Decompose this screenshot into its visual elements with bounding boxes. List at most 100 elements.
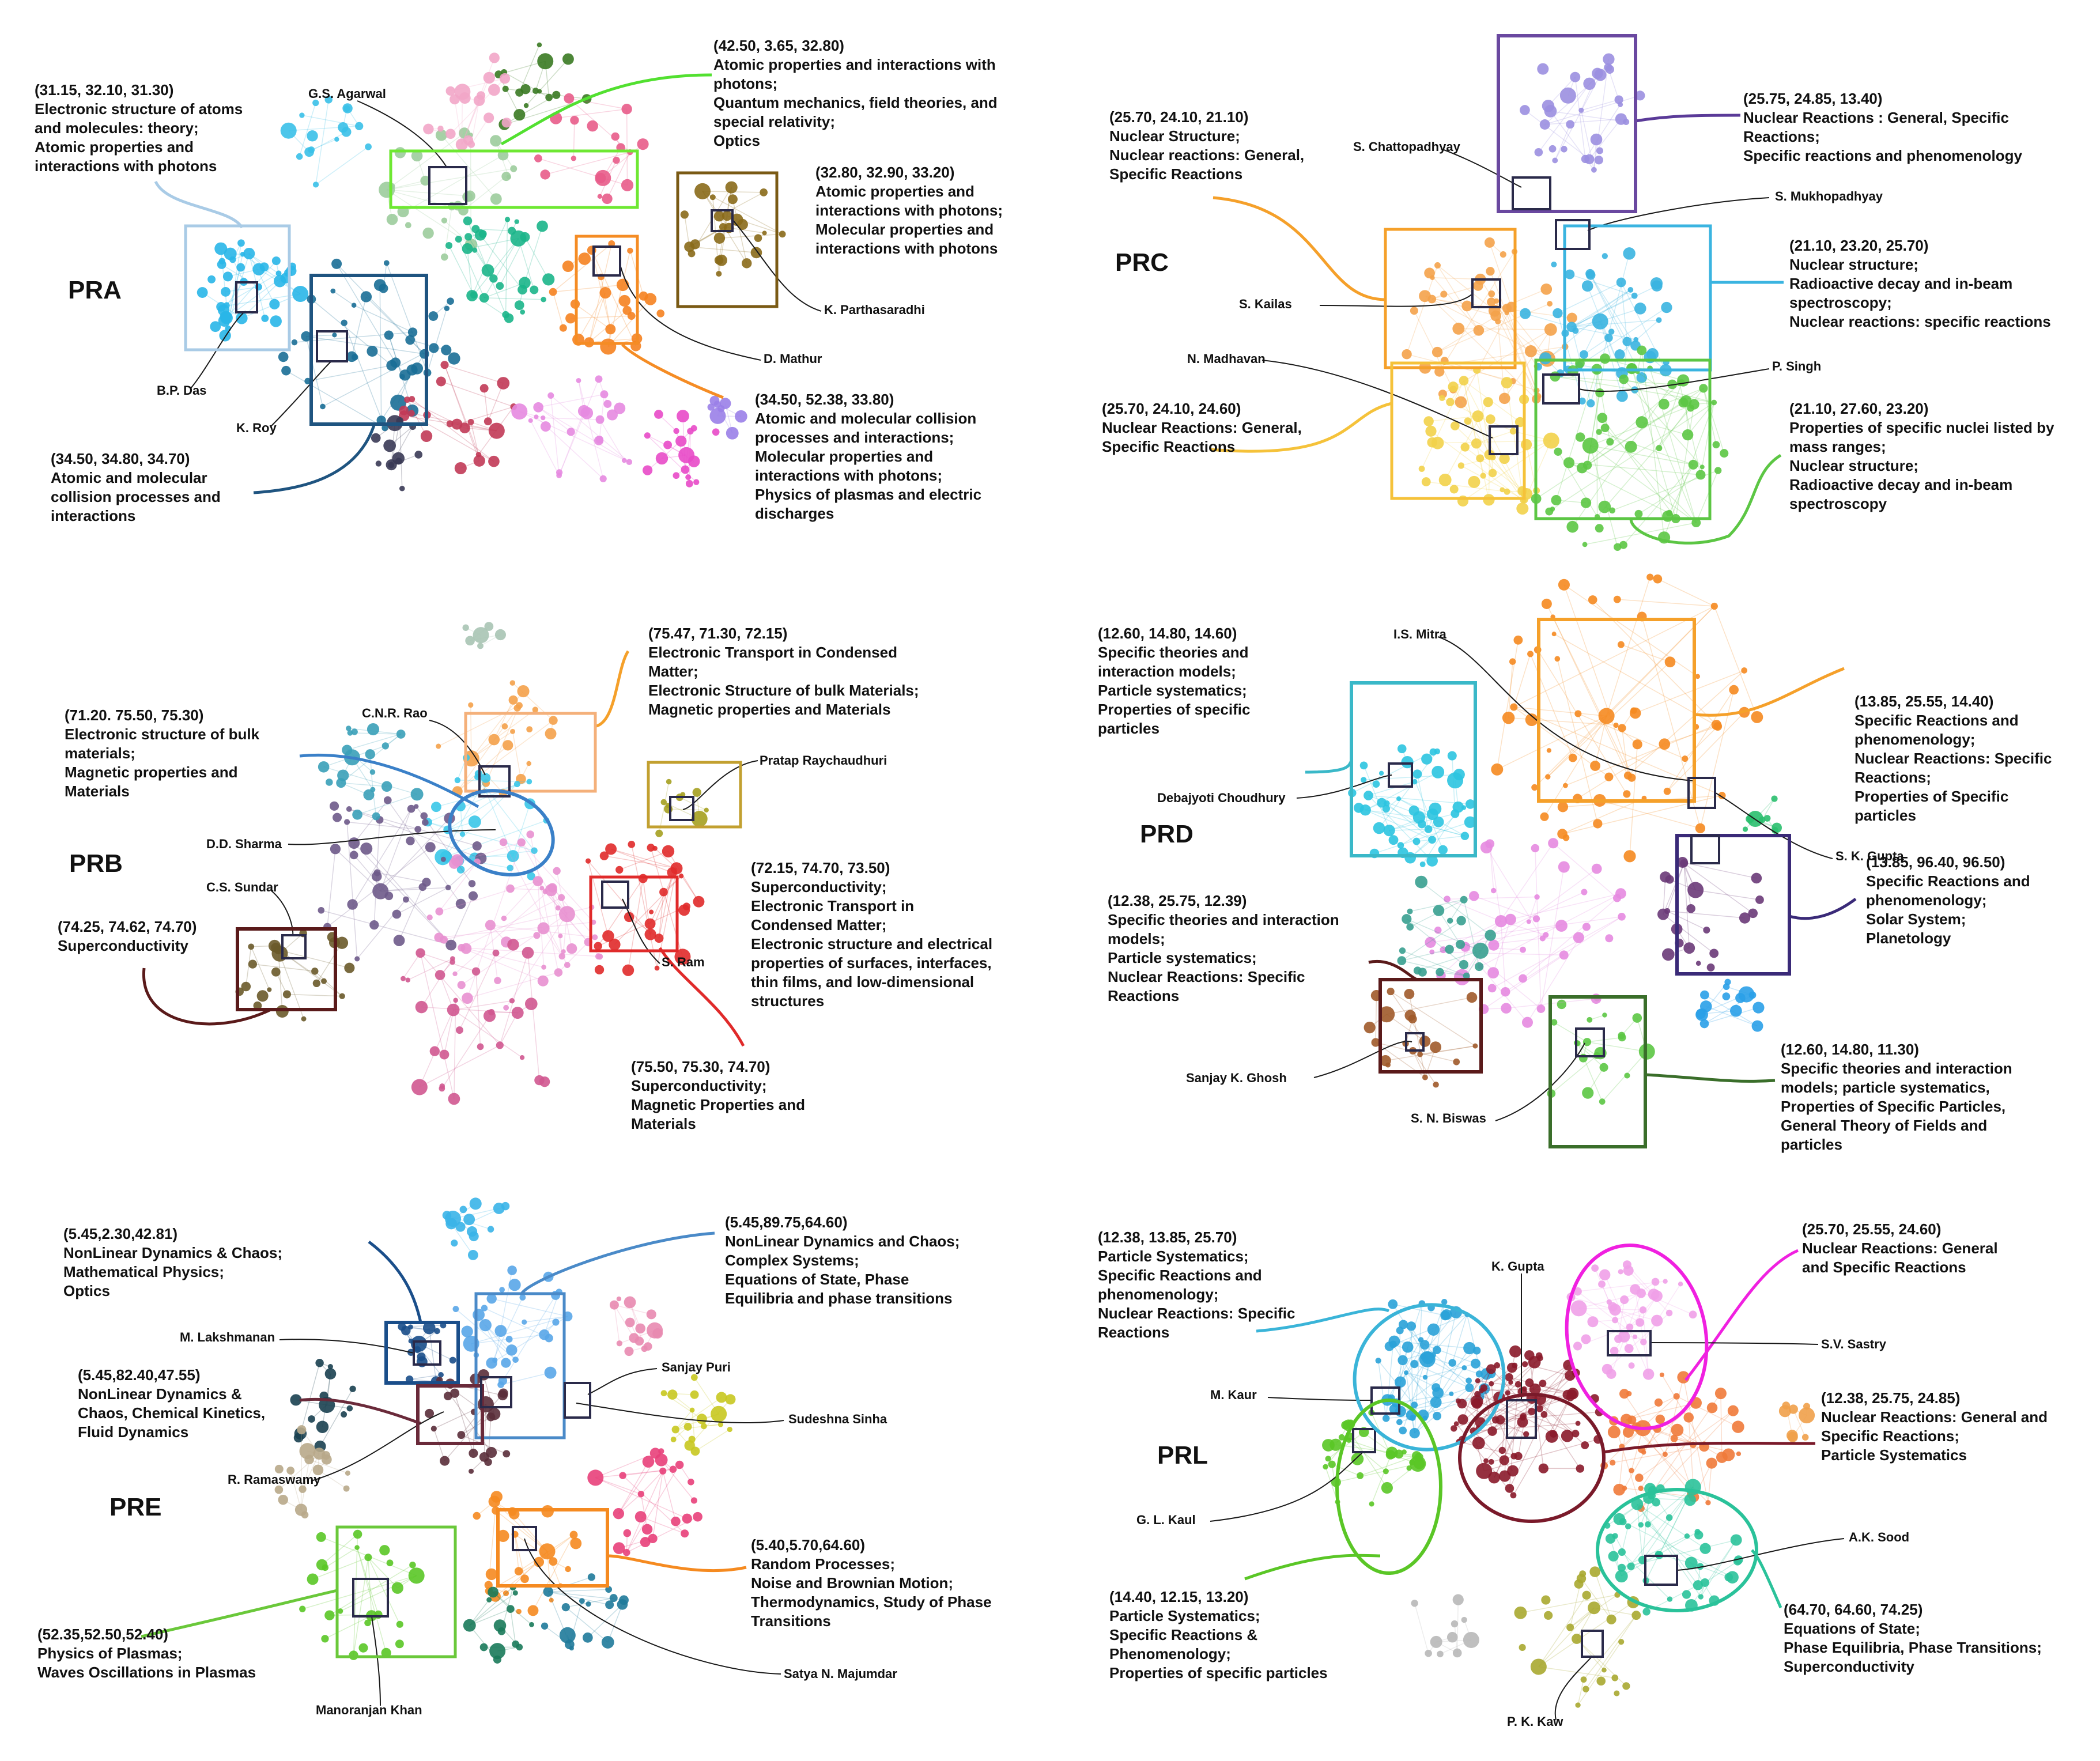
highlight-box (309, 274, 428, 426)
node (484, 112, 494, 123)
edge (1494, 289, 1547, 311)
node (1695, 961, 1701, 966)
node (496, 1041, 504, 1049)
node (1618, 1639, 1625, 1645)
node (600, 390, 609, 399)
annotation: (12.38, 25.75, 24.85) Nuclear Reactions:… (1821, 1389, 2052, 1464)
author-label: S. N. Biswas (1411, 1111, 1486, 1125)
node (501, 1201, 510, 1211)
node (1678, 1282, 1683, 1287)
edge (514, 1534, 526, 1579)
annotation: (75.50, 75.30, 74.70) Superconductivity;… (631, 1058, 809, 1132)
highlight-ellipse (1565, 1244, 1709, 1430)
node (489, 274, 498, 283)
edge (1508, 662, 1513, 718)
edge (407, 958, 453, 981)
node (511, 1007, 524, 1019)
node (1608, 1302, 1618, 1312)
node (1651, 1278, 1660, 1286)
node (301, 1511, 309, 1519)
node (545, 884, 557, 897)
node (1434, 262, 1441, 269)
node (1638, 1486, 1644, 1491)
highlight-ellipse (1335, 1399, 1442, 1575)
node (429, 343, 439, 353)
node (1551, 632, 1557, 637)
node (609, 1300, 619, 1310)
node (1449, 1391, 1454, 1396)
node (558, 953, 565, 960)
edge (441, 1015, 490, 1089)
node (1483, 397, 1493, 407)
pointer-line (1578, 368, 1770, 392)
node (384, 891, 394, 901)
node (1440, 946, 1447, 954)
edge (614, 875, 682, 945)
node (450, 94, 460, 105)
node (1700, 990, 1709, 1000)
node (1427, 1323, 1440, 1336)
node (1396, 1419, 1403, 1426)
edge (518, 238, 535, 290)
highlight-box (1471, 278, 1501, 308)
node (341, 127, 352, 137)
node (1351, 1453, 1364, 1465)
node (539, 1543, 556, 1560)
annotation: (13.85, 96.40, 96.50) Specific Reactions… (1866, 853, 2034, 947)
edge (1555, 376, 1672, 385)
node (507, 850, 519, 863)
highlight-box (316, 330, 348, 362)
edge (451, 895, 474, 946)
node (1422, 1351, 1434, 1365)
node (461, 1325, 473, 1337)
edge (1615, 1309, 1644, 1321)
node (1722, 992, 1731, 1000)
node (1527, 651, 1534, 657)
node (477, 91, 486, 100)
highlight-box (647, 761, 742, 829)
node (1408, 805, 1419, 816)
node (1535, 1352, 1543, 1359)
node (564, 962, 571, 968)
edge (1520, 1594, 1618, 1613)
node (1439, 395, 1445, 402)
node (1519, 1643, 1526, 1652)
edge (1490, 1369, 1532, 1412)
edge (1554, 1022, 1588, 1042)
edge (614, 1305, 634, 1339)
node (606, 409, 618, 421)
edge (402, 953, 421, 979)
node (683, 1423, 692, 1431)
edge (512, 1511, 548, 1552)
node (1433, 1082, 1439, 1088)
node (1650, 1290, 1663, 1302)
node (442, 1211, 452, 1220)
edge (502, 1295, 556, 1381)
node (406, 364, 418, 376)
node (1409, 1459, 1415, 1466)
edge (441, 381, 514, 407)
node (1475, 962, 1484, 972)
node (507, 1265, 517, 1275)
node (690, 239, 700, 250)
node (345, 1470, 350, 1476)
node (1706, 1457, 1717, 1469)
edge (1565, 724, 1717, 786)
node (542, 273, 555, 286)
author-label: C.N.R. Rao (362, 706, 428, 720)
node (308, 1415, 315, 1423)
node (1486, 267, 1495, 276)
node (1582, 1590, 1591, 1600)
edge (311, 298, 392, 366)
node (613, 1508, 625, 1520)
node-cluster (1695, 978, 1765, 1032)
pointer-line (576, 1403, 784, 1424)
node (1574, 1579, 1584, 1589)
node (1407, 908, 1413, 914)
node (1720, 449, 1729, 458)
edge (245, 946, 252, 987)
edge (299, 103, 316, 157)
node (534, 414, 539, 420)
pointer-line (279, 1339, 414, 1354)
edge (444, 365, 479, 455)
